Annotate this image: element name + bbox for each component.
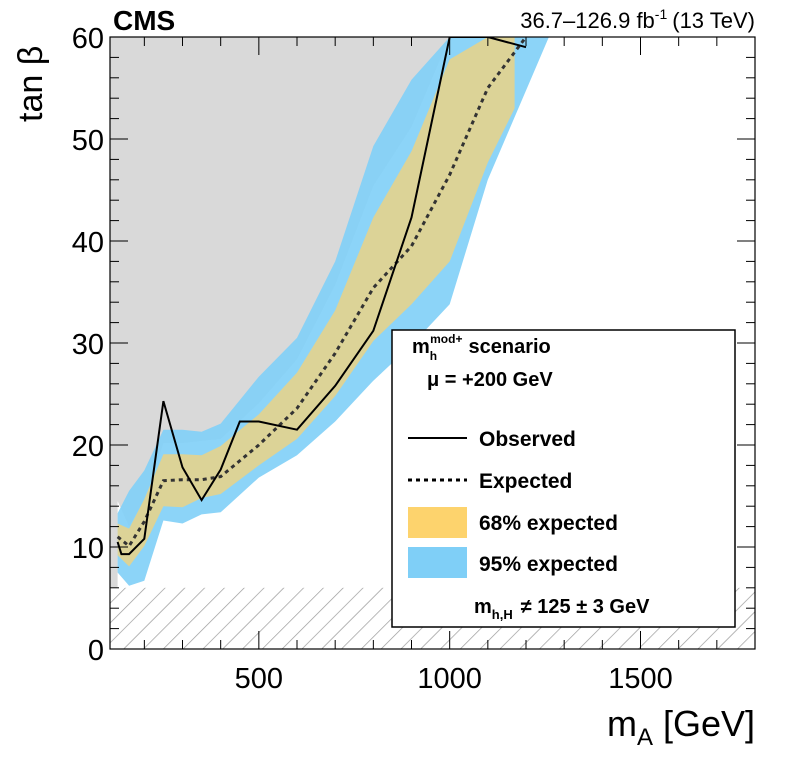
x-tick-label: 500 bbox=[235, 663, 283, 695]
x-axis-title: mA [GeV] bbox=[607, 703, 755, 751]
legend-scenario: mhmod+ scenario bbox=[412, 332, 551, 363]
legend-label-observed: Observed bbox=[479, 428, 576, 451]
expected-limit-line bbox=[116, 37, 528, 549]
y-tick-label: 60 bbox=[72, 23, 104, 55]
y-tick-label: 10 bbox=[72, 533, 104, 565]
legend: mhmod+ scenario μ = +200 GeV Observed Exp… bbox=[391, 329, 736, 628]
legend-swatch-95 bbox=[408, 547, 467, 578]
experiment-label: CMS bbox=[113, 5, 175, 36]
axis-ticks bbox=[110, 36, 756, 650]
legend-swatch-68 bbox=[408, 507, 467, 538]
axis-tick-labels: 500 1000 1500 0 10 20 30 40 50 60 bbox=[72, 23, 673, 695]
y-tick-label: 50 bbox=[72, 125, 104, 157]
observed-limit-line bbox=[116, 37, 527, 556]
legend-label-68: 68% expected bbox=[479, 512, 618, 535]
legend-label-expected: Expected bbox=[479, 470, 572, 493]
x-tick-label: 1000 bbox=[417, 663, 482, 695]
legend-label-95: 95% expected bbox=[479, 553, 618, 576]
y-tick-label: 40 bbox=[72, 227, 104, 259]
lumi-label: 36.7–126.9 fb-1 (13 TeV) bbox=[520, 6, 755, 33]
y-tick-label: 20 bbox=[72, 431, 104, 463]
y-tick-label: 0 bbox=[88, 635, 104, 667]
y-axis-title: tan β bbox=[12, 46, 50, 122]
y-tick-label: 30 bbox=[72, 329, 104, 361]
x-tick-label: 1500 bbox=[608, 663, 673, 695]
legend-label-hatched: mh,H ≠ 125 ± 3 GeV bbox=[474, 596, 650, 622]
band-68-expected bbox=[117, 37, 515, 567]
legend-mu: μ = +200 GeV bbox=[427, 369, 553, 391]
